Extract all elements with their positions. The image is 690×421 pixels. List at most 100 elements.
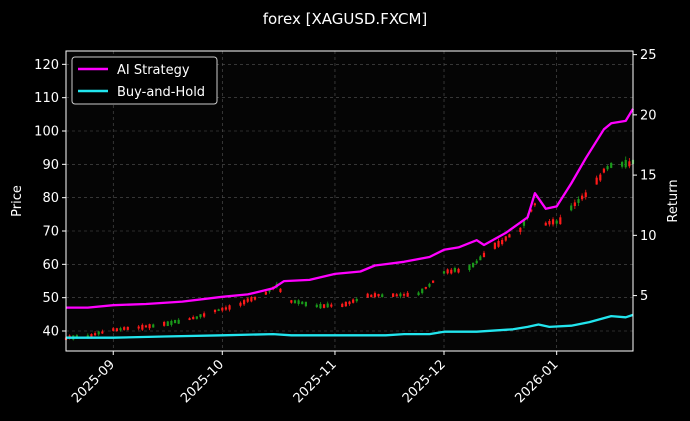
y-left-tick-label: 110 [34,91,59,106]
candle-body [112,328,115,331]
candle-body [602,168,606,173]
candle-body [559,217,562,225]
candle-body [144,325,148,328]
candle-body [213,309,217,313]
candle-body [250,297,253,302]
candle-body [508,234,511,238]
y-left-tick-label: 90 [42,158,59,173]
candle-body [304,301,307,307]
price-candles [64,156,635,341]
candle-body [479,256,482,261]
candle-body [399,293,402,297]
y-right-tick-label: 15 [640,169,657,184]
grid [66,51,633,351]
candle-body [595,177,598,185]
candle-body [533,203,536,206]
y-axis-right-label: Return [666,179,681,222]
candle-body [373,293,377,298]
candle-body [497,240,500,247]
y-left-tick-label: 100 [34,125,59,140]
candle-body [519,227,522,232]
candle-body [119,328,122,331]
candle-body [319,304,322,309]
candle-body [421,288,424,294]
candle-body [624,159,627,168]
candle-body [137,326,140,329]
candle-body [581,195,584,200]
candle-body [352,299,355,303]
y-left-tick-label: 60 [42,258,59,273]
legend-box [71,56,218,105]
candle-body [406,292,409,297]
candle-body [493,242,496,249]
candle-body [228,305,231,310]
candle-body [195,316,198,319]
y-axis-left-label: Price [10,185,25,217]
candle-body [355,298,358,302]
candle-body [551,219,555,225]
candle-body [253,296,257,300]
legend-label-ai-strategy: AI Strategy [117,63,190,78]
candle-body [126,326,129,330]
candle-body [177,319,180,324]
candle-body [501,239,504,245]
candle-body [522,220,526,226]
candle-body [166,321,169,327]
y-left-tick-label: 80 [42,191,59,206]
candle-body [530,209,533,212]
candle-body [457,268,460,273]
candle-body [315,304,318,308]
candle-body [330,304,333,307]
candle-body [301,301,304,305]
candle-body [246,298,249,302]
candle-body [402,294,406,296]
candle-body [606,166,609,170]
candle-body [203,313,206,317]
y-right-tick-label: 5 [640,289,648,304]
candle-body [366,293,369,298]
candle-body [428,283,431,287]
candle-body [377,294,380,297]
candle-body [101,331,104,334]
candle-body [279,288,282,293]
y-left-tick-label: 70 [42,225,59,240]
y-right-tick-label: 25 [640,48,657,63]
candle-body [344,301,347,307]
candle-body [544,222,547,226]
candle-body [221,307,224,311]
legend-label-buy-and-hold: Buy-and-Hold [117,85,205,100]
candle-body [446,269,449,274]
candle-body [163,321,166,326]
candle-body [628,161,631,167]
candle-body [224,307,228,310]
candle-body [424,286,427,289]
y-right-tick-label: 20 [640,108,657,123]
candle-body [170,320,173,325]
candle-body [610,162,613,168]
candle-body [548,221,551,225]
candle-body [442,271,446,274]
y-right-tick-label: 10 [640,229,657,244]
candle-body [370,294,373,298]
candle-body [555,220,558,224]
candle-body [188,318,191,321]
candle-body [471,262,475,268]
series-lines [66,108,634,339]
candle-body [90,334,93,338]
series-line-ai-strategy [66,108,634,309]
candle-body [570,205,573,211]
candle-body [417,292,420,296]
candle-body [475,260,478,264]
candle-body [199,314,202,318]
candle-body [341,303,344,308]
y-left-tick-label: 120 [34,58,59,73]
y-left-tick-label: 50 [42,291,59,306]
candle-body [381,294,384,298]
candle-body [141,324,144,330]
candle-body [468,265,471,271]
candle-body [326,303,329,308]
candle-body [123,327,126,330]
candle-body [392,293,395,297]
candle-body [290,300,293,303]
